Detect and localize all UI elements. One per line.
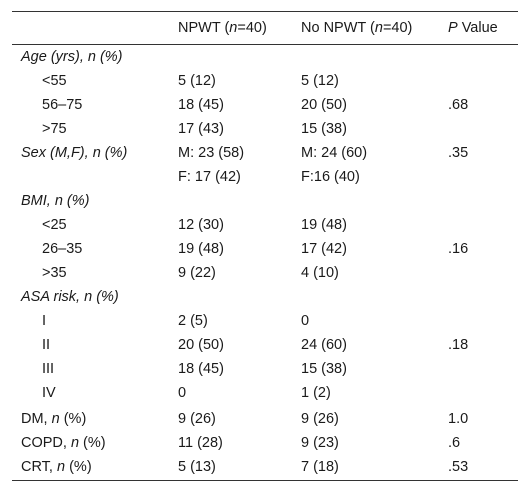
cell-no-npwt: 1 (2) [301,385,331,401]
cell-p-value: 1.0 [448,411,469,427]
table-row-dm: DM, n (%) 9 (26) 9 (26) 1.0 [12,407,518,431]
cell-npwt: 17 (43) [178,121,224,137]
table-row: <25 12 (30) 19 (48) [12,213,518,237]
table-row: >75 17 (43) 15 (38) [12,117,518,141]
cell-npwt: M: 23 (58) [178,145,245,161]
cell-npwt: 18 (45) [178,97,224,113]
cell-npwt: 2 (5) [178,313,208,329]
table-row: <55 5 (12) 5 (12) [12,69,518,93]
cell-npwt: 9 (26) [178,411,216,427]
table-row-bmi-heading: BMI, n (%) [12,189,518,213]
cell-npwt: 11 (28) [178,435,223,451]
cell-no-npwt: 20 (50) [301,97,347,113]
section-label-age: Age (yrs), n (%) [21,49,123,65]
row-label-crt: CRT, n (%) [21,459,92,475]
row-label: >75 [42,121,67,137]
row-label: 56–75 [42,97,83,113]
cell-p-value: .35 [448,145,469,161]
header-npwt: NPWT (n=40) [178,20,267,36]
row-label-copd: COPD, n (%) [21,435,106,451]
table-row: IV 0 1 (2) [12,381,518,405]
row-label: IV [42,385,56,401]
section-label-sex: Sex (M,F), n (%) [21,145,128,161]
cell-npwt: 18 (45) [178,361,224,377]
cell-npwt: 9 (22) [178,265,216,281]
cell-no-npwt: 17 (42) [301,241,347,257]
table-row-asa-heading: ASA risk, n (%) [12,285,518,309]
table-header-row: NPWT (n=40) No NPWT (n=40) P Value [12,16,518,40]
cell-npwt: 19 (48) [178,241,224,257]
cell-no-npwt: 5 (12) [301,73,339,89]
cell-no-npwt: F:16 (40) [301,169,360,185]
table-top-rule [12,11,518,12]
cell-p-value: .6 [448,435,461,451]
table-row: 26–35 19 (48) 17 (42) .16 [12,237,518,261]
table-row-copd: COPD, n (%) 11 (28) 9 (23) .6 [12,431,518,455]
row-label: >35 [42,265,67,281]
cell-no-npwt: 9 (23) [301,435,339,451]
table-row: III 18 (45) 15 (38) [12,357,518,381]
table-row: I 2 (5) 0 [12,309,518,333]
row-label: III [42,361,55,377]
cell-npwt: 5 (13) [178,459,216,475]
cell-no-npwt: 15 (38) [301,121,347,137]
cell-npwt: 0 [178,385,187,401]
cell-no-npwt: M: 24 (60) [301,145,368,161]
header-rule [12,44,518,45]
cell-no-npwt: 9 (26) [301,411,339,427]
cell-p-value: .18 [448,337,469,353]
cell-p-value: .16 [448,241,469,257]
table-row: >35 9 (22) 4 (10) [12,261,518,285]
cell-no-npwt: 0 [301,313,310,329]
section-label-bmi: BMI, n (%) [21,193,90,209]
row-label: II [42,337,51,353]
row-label-dm: DM, n (%) [21,411,87,427]
cell-no-npwt: 4 (10) [301,265,339,281]
header-no-npwt: No NPWT (n=40) [301,20,413,36]
table-bottom-rule [12,480,518,481]
cell-p-value: .53 [448,459,469,475]
table-row-sex: Sex (M,F), n (%) M: 23 (58) M: 24 (60) .… [12,141,518,165]
cell-no-npwt: 15 (38) [301,361,347,377]
table-row: 56–75 18 (45) 20 (50) .68 [12,93,518,117]
cell-p-value: .68 [448,97,469,113]
cell-no-npwt: 24 (60) [301,337,347,353]
row-label: <55 [42,73,67,89]
cell-no-npwt: 7 (18) [301,459,339,475]
table-row: II 20 (50) 24 (60) .18 [12,333,518,357]
row-label: 26–35 [42,241,83,257]
table-row: F: 17 (42) F:16 (40) [12,165,518,189]
table-row-age-heading: Age (yrs), n (%) [12,45,518,69]
cell-no-npwt: 19 (48) [301,217,347,233]
section-label-asa-risk: ASA risk, n (%) [21,289,119,305]
cell-npwt: 20 (50) [178,337,224,353]
row-label: <25 [42,217,67,233]
table-row-crt: CRT, n (%) 5 (13) 7 (18) .53 [12,455,518,479]
cell-npwt: 5 (12) [178,73,216,89]
cell-npwt: F: 17 (42) [178,169,241,185]
cell-npwt: 12 (30) [178,217,224,233]
header-p-value: P Value [448,20,498,36]
row-label: I [42,313,47,329]
